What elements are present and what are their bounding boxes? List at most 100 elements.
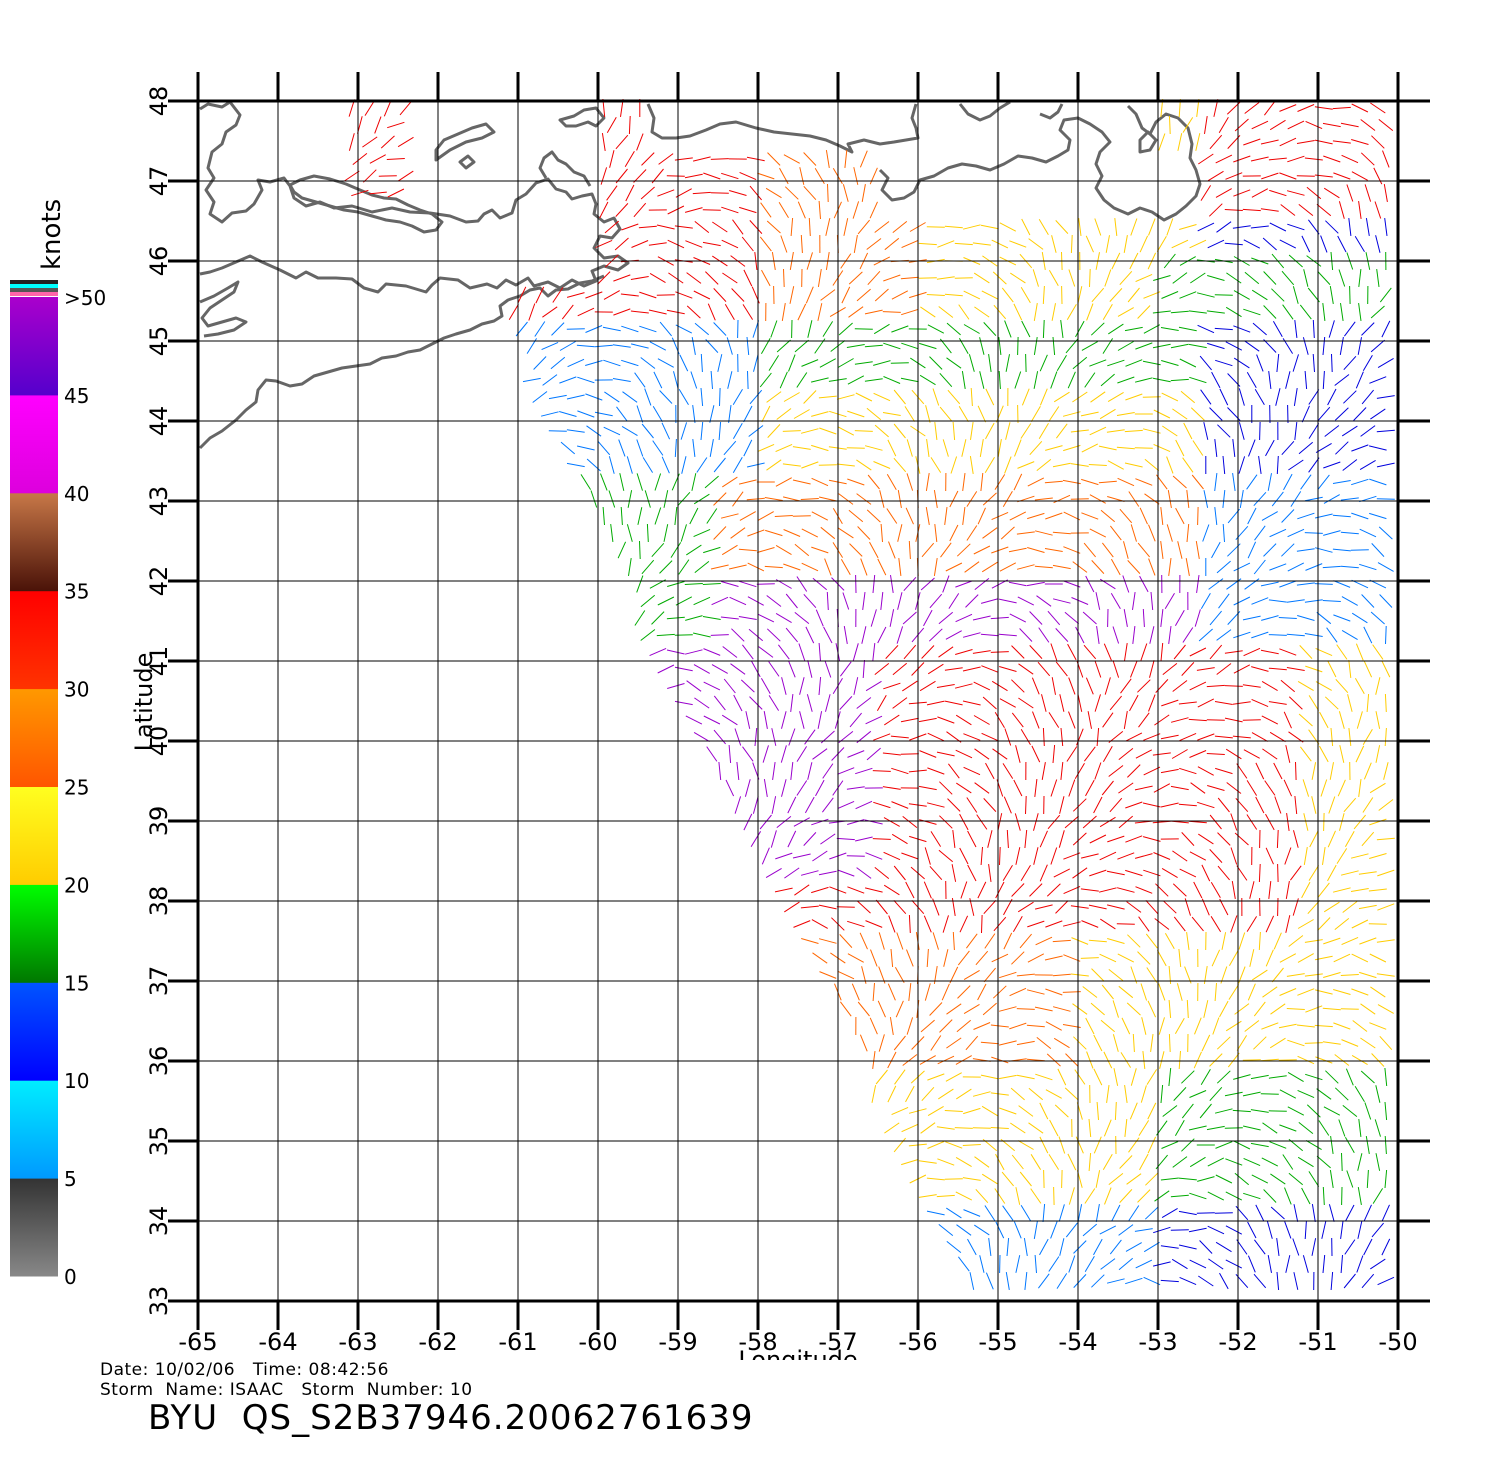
colorbar-label: 25 — [64, 776, 89, 800]
wind-vector — [600, 167, 608, 185]
wind-vector — [747, 529, 765, 537]
wind-vector — [967, 864, 977, 882]
wind-vector — [1158, 983, 1166, 1001]
wind-vector — [559, 411, 577, 417]
wind-vector — [1276, 353, 1280, 373]
wind-vector — [782, 430, 801, 432]
wind-vector — [1358, 779, 1362, 797]
wind-vector — [969, 456, 974, 474]
wind-vector — [1102, 1153, 1113, 1171]
wind-vector — [980, 472, 984, 492]
wind-vector — [1113, 1068, 1119, 1086]
wind-vector — [1102, 745, 1113, 763]
wind-vector — [1030, 1154, 1042, 1170]
wind-vector — [893, 899, 907, 915]
wind-vector — [728, 744, 732, 764]
wind-vector — [1308, 1171, 1320, 1187]
wind-vector — [1206, 1125, 1225, 1131]
wind-vector — [1172, 680, 1188, 692]
wind-vector — [1149, 626, 1155, 644]
wind-vector — [1179, 358, 1197, 368]
latitude-tick-label: 47 — [145, 166, 173, 197]
wind-vector — [781, 677, 787, 695]
wind-vector — [1351, 171, 1368, 181]
wind-vector — [886, 508, 898, 524]
wind-vector — [1343, 390, 1357, 404]
wind-vector — [1280, 679, 1296, 693]
wind-vector — [639, 325, 657, 333]
wind-vector — [1137, 305, 1151, 319]
wind-vector — [1098, 887, 1117, 893]
wind-vector — [1369, 953, 1387, 963]
wind-vector — [884, 714, 900, 726]
wind-vector — [1283, 473, 1293, 491]
wind-vector — [1381, 660, 1391, 678]
wind-vector — [1197, 1176, 1215, 1182]
wind-vector — [1059, 1238, 1065, 1256]
wind-vector — [952, 931, 955, 951]
wind-vector — [1270, 1206, 1285, 1220]
wind-vector — [1172, 475, 1187, 489]
wind-vector — [1119, 1155, 1133, 1169]
wind-vector — [1352, 1020, 1368, 1032]
wind-vector — [628, 558, 632, 576]
wind-vector — [847, 953, 864, 963]
wind-vector — [608, 456, 615, 474]
wind-vector — [1178, 948, 1182, 968]
wind-vector — [1372, 644, 1384, 660]
wind-vector — [1162, 663, 1178, 675]
wind-vector — [1179, 868, 1197, 878]
wind-vector — [919, 819, 937, 825]
wind-vector — [710, 634, 729, 636]
wind-vector — [934, 422, 938, 440]
wind-vector — [1166, 218, 1174, 236]
wind-vector — [848, 509, 864, 523]
wind-vector — [1246, 474, 1258, 490]
wind-vector — [1053, 868, 1071, 878]
wind-vector — [1354, 236, 1365, 252]
wind-vector — [603, 290, 620, 300]
wind-vector — [873, 360, 891, 366]
wind-vector — [657, 664, 675, 674]
wind-vector — [865, 852, 883, 860]
wind-vector — [1009, 240, 1027, 248]
wind-vector — [1138, 712, 1150, 728]
wind-vector — [1089, 494, 1106, 504]
wind-vector — [991, 1056, 1009, 1064]
wind-vector — [1317, 474, 1330, 490]
wind-vector — [1056, 355, 1067, 371]
wind-vectors — [344, 98, 1395, 1291]
wind-vector — [1178, 1177, 1197, 1181]
wind-vector — [1333, 1022, 1351, 1030]
wind-vector — [1217, 832, 1231, 846]
wind-vector — [1084, 1256, 1095, 1272]
wind-vector — [1227, 1052, 1240, 1068]
wind-vector — [1153, 1226, 1171, 1234]
wind-vector — [805, 626, 815, 644]
wind-vector — [1317, 406, 1331, 422]
wind-vector — [1282, 304, 1294, 320]
wind-vector — [648, 242, 667, 246]
wind-vector — [930, 457, 942, 473]
wind-vector — [902, 816, 918, 828]
wind-vector — [872, 770, 891, 772]
wind-vector — [800, 905, 819, 909]
wind-vector — [1109, 1239, 1122, 1255]
wind-vector — [1279, 239, 1297, 249]
wind-vector — [1117, 852, 1135, 860]
wind-vector — [862, 592, 866, 610]
wind-vector — [1161, 392, 1179, 402]
wind-vector — [1052, 1006, 1071, 1012]
wind-vector — [926, 294, 945, 296]
wind-vector — [1200, 592, 1211, 610]
wind-vector — [1343, 797, 1357, 813]
wind-vector — [1258, 931, 1261, 951]
wind-vector — [1322, 336, 1326, 356]
wind-vector — [636, 439, 644, 457]
wind-vector — [1109, 695, 1122, 711]
wind-vector — [979, 439, 984, 457]
wind-vector — [999, 971, 1017, 979]
wind-vector — [1072, 798, 1087, 812]
wind-vector — [1369, 782, 1386, 794]
